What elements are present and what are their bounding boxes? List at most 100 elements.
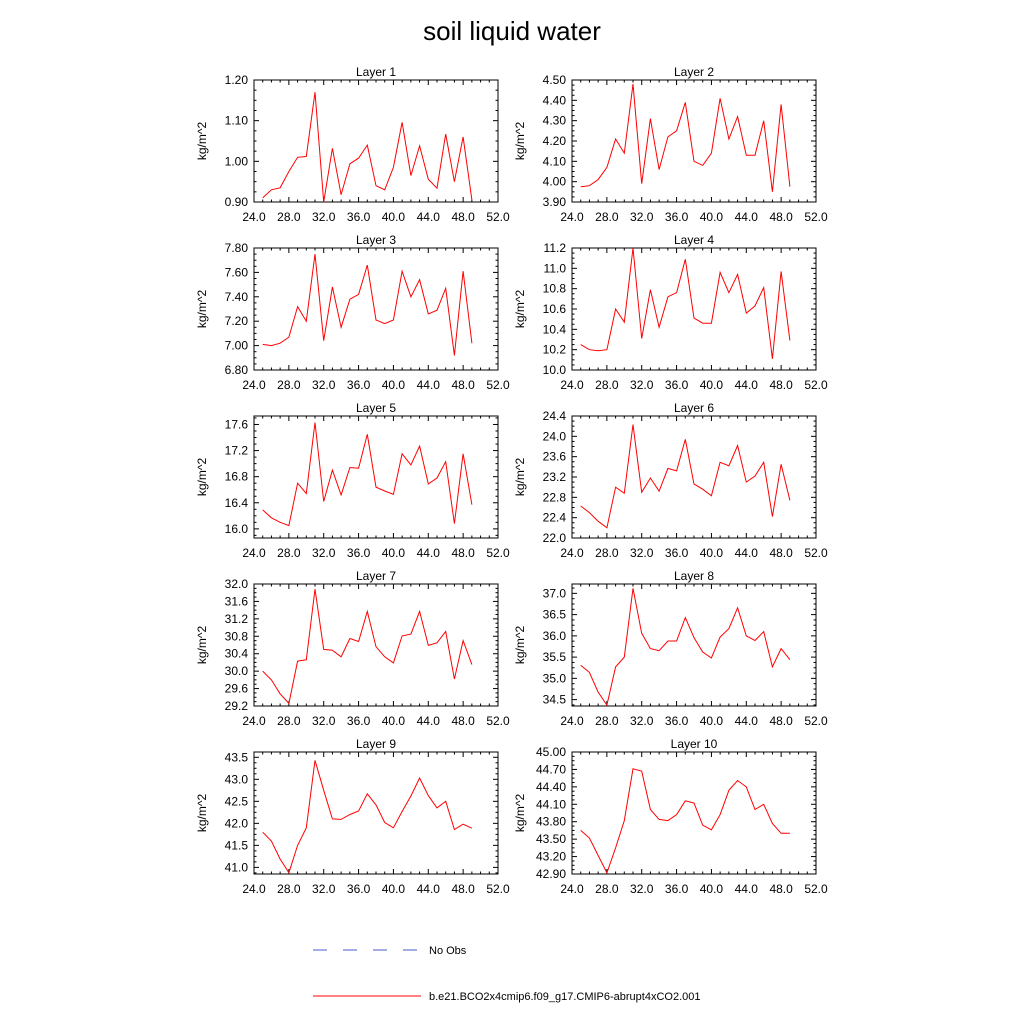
layer-9-ylabel: kg/m^2 [195,794,209,833]
layer-2-xtick-label: 36.0 [665,210,689,224]
layer-9-xtick-label: 36.0 [347,882,371,896]
layer-5-xtick-label: 40.0 [382,546,406,560]
layer-7-title: Layer 7 [356,569,396,583]
layer-9-xtick-label: 44.0 [417,882,441,896]
layer-6-xtick-label: 28.0 [595,546,619,560]
layer-6-xtick-label: 32.0 [630,546,654,560]
layer-7-xtick-label: 44.0 [417,714,441,728]
layer-10-xtick-label: 40.0 [700,882,724,896]
layer-3-ytick-label: 7.60 [225,265,249,279]
layer-5-series-line [262,422,473,527]
layer-6-panel: Layer 6 24.0 28.0 32.0 36.0 40.0 44.0 48.0 52.0 2… [513,401,828,560]
layer-5-ytick-label: 17.6 [225,417,249,431]
layer-9-ytick-label: 43.0 [225,772,249,786]
layer-6-ytick-label: 23.6 [543,450,567,464]
layer-5-ytick-label: 16.4 [225,496,249,510]
layer-9-ytick-label: 43.5 [225,750,249,764]
layer-4-ytick-label: 10.2 [543,343,567,357]
layer-9-panel: Layer 9 24.0 28.0 32.0 36.0 40.0 44.0 48.0 52.0 4… [195,737,510,896]
layer-5-xtick-label: 28.0 [277,546,301,560]
layer-9-ytick-label: 41.0 [225,860,249,874]
layer-7-xtick-label: 36.0 [347,714,371,728]
layer-10-ytick-label: 44.70 [536,762,566,776]
layer-9-xtick-label: 52.0 [486,882,510,896]
layer-4-ytick-label: 11.2 [544,241,567,255]
layer-4-xtick-label: 52.0 [804,378,828,392]
layer-3-panel: Layer 3 24.0 28.0 32.0 36.0 40.0 44.0 48.0 52.0 6… [195,233,510,392]
layer-3-xtick-label: 40.0 [382,378,406,392]
legend-obs-label: No Obs [429,945,467,957]
layer-4-xtick-label: 36.0 [665,378,689,392]
layer-7-ytick-label: 30.8 [225,629,249,643]
layer-5-ytick-label: 16.8 [225,470,249,484]
layer-9-xtick-label: 48.0 [451,882,475,896]
layer-4-xtick-label: 32.0 [630,378,654,392]
layer-4-ytick-label: 10.0 [543,363,567,377]
layer-10-xtick-label: 52.0 [804,882,828,896]
layer-2-ylabel: kg/m^2 [513,122,527,161]
layer-8-title: Layer 8 [674,569,714,583]
layer-3-ytick-label: 7.80 [225,241,249,255]
layer-4-title: Layer 4 [674,233,714,247]
panels-group: Layer 1 24.0 28.0 32.0 36.0 40.0 44.0 48.0 52.0 0… [195,65,828,896]
layer-4-xtick-label: 40.0 [700,378,724,392]
layer-2-xtick-label: 32.0 [630,210,654,224]
layer-8-ytick-label: 35.5 [543,650,567,664]
layer-6-ytick-label: 24.4 [543,409,567,423]
layer-4-panel: Layer 4 24.0 28.0 32.0 36.0 40.0 44.0 48.0 52.0 1… [513,233,828,392]
layer-6-xtick-label: 40.0 [700,546,724,560]
layer-3-title: Layer 3 [356,233,396,247]
layer-2-ytick-label: 4.30 [543,114,567,128]
layer-2-ytick-label: 4.00 [543,175,567,189]
layer-6-series-line [580,424,791,529]
layer-4-ytick-label: 10.6 [543,302,567,316]
layer-3-ylabel: kg/m^2 [195,290,209,329]
layer-7-ytick-label: 32.0 [225,577,249,591]
layer-2-panel: Layer 2 24.0 28.0 32.0 36.0 40.0 44.0 48.0 52.0 3… [513,65,828,224]
layer-1-title: Layer 1 [356,65,396,79]
layer-2-series-line [580,84,791,192]
layer-2-xtick-label: 24.0 [560,210,584,224]
layer-4-xtick-label: 44.0 [735,378,759,392]
layer-8-ytick-label: 37.0 [543,586,567,600]
layer-9-ytick-label: 42.0 [225,816,249,830]
layer-8-frame [571,583,817,707]
layer-10-ytick-label: 44.10 [536,797,566,811]
layer-7-ytick-label: 29.2 [225,699,249,713]
layer-1-xtick-label: 48.0 [451,210,475,224]
layer-1-xtick-label: 52.0 [486,210,510,224]
layer-10-frame [571,751,817,875]
layer-1-panel: Layer 1 24.0 28.0 32.0 36.0 40.0 44.0 48.0 52.0 0… [195,65,510,224]
layer-5-xtick-label: 36.0 [347,546,371,560]
layer-8-panel: Layer 8 24.0 28.0 32.0 36.0 40.0 44.0 48.0 52.0 3… [513,569,828,728]
layer-2-ytick-label: 3.90 [543,195,567,209]
layer-4-ytick-label: 10.4 [543,322,567,336]
layer-1-xtick-label: 24.0 [242,210,266,224]
layer-3-series-line [262,254,473,356]
layer-7-xtick-label: 40.0 [382,714,406,728]
layer-7-xtick-label: 28.0 [277,714,301,728]
layer-6-title: Layer 6 [674,401,714,415]
layer-7-ytick-label: 29.6 [225,682,249,696]
layer-10-title: Layer 10 [671,737,718,751]
layer-7-panel: Layer 7 24.0 28.0 32.0 36.0 40.0 44.0 48.0 52.0 2… [195,569,510,728]
layer-9-series-line [262,760,473,874]
layer-5-ytick-label: 17.2 [225,444,249,458]
layer-6-ytick-label: 22.4 [543,511,567,525]
layer-1-xtick-label: 44.0 [417,210,441,224]
layer-5-xtick-label: 52.0 [486,546,510,560]
layer-1-xtick-label: 36.0 [347,210,371,224]
layer-8-xtick-label: 28.0 [595,714,619,728]
layer-7-xtick-label: 32.0 [312,714,336,728]
layer-5-xtick-label: 24.0 [242,546,266,560]
legend: No Obs b.e21.BCO2x4cmip6.f09_g17.CMIP6-a… [313,945,701,1003]
layer-10-ylabel: kg/m^2 [513,794,527,833]
layer-6-xtick-label: 24.0 [560,546,584,560]
layer-9-xtick-label: 32.0 [312,882,336,896]
layer-9-ytick-label: 41.5 [225,838,249,852]
layer-7-ytick-label: 30.0 [225,664,249,678]
layer-10-series-line [580,768,790,875]
layer-8-ytick-label: 36.5 [543,608,567,622]
layer-5-panel: Layer 5 24.0 28.0 32.0 36.0 40.0 44.0 48.0 52.0 1… [195,401,510,560]
layer-10-xtick-label: 48.0 [769,882,793,896]
